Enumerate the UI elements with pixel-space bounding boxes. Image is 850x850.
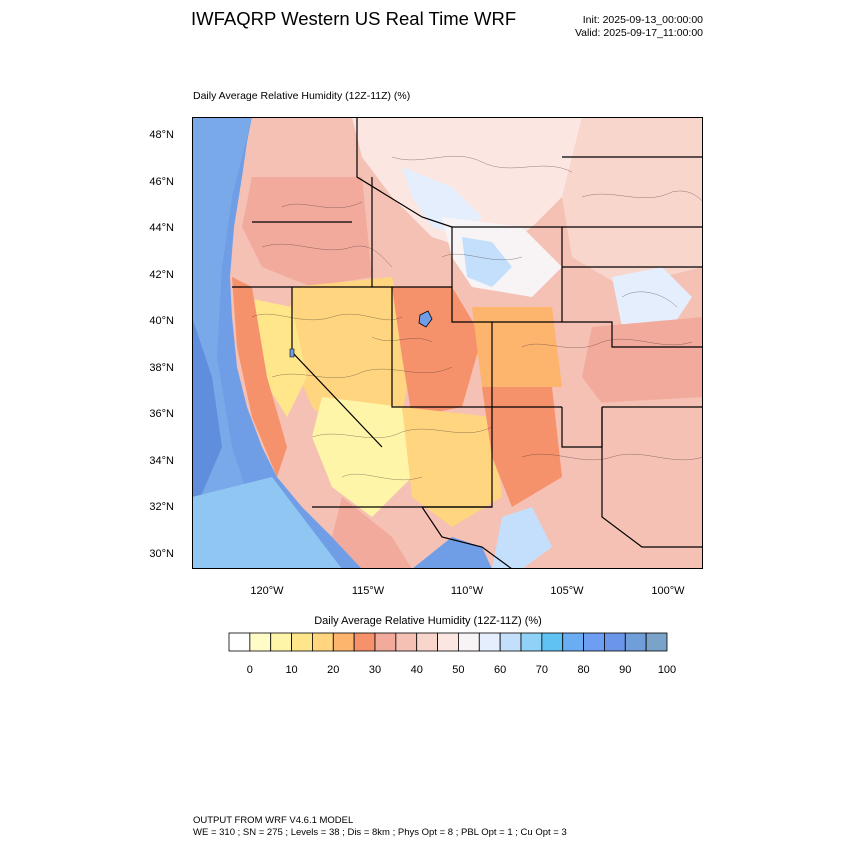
colorbar-tick-label: 30 xyxy=(368,664,382,676)
model-footer: OUTPUT FROM WRF V4.6.1 MODEL WE = 310 ; … xyxy=(193,815,567,839)
lat-label-30n: 30°N xyxy=(149,548,174,560)
lat-label-36n: 36°N xyxy=(149,408,174,420)
ocean-south xyxy=(192,477,342,569)
colorbar-tick-label: 60 xyxy=(494,664,507,676)
zone-sonora-blue xyxy=(492,507,552,569)
colorbar-swatch xyxy=(291,632,313,652)
humidity-map xyxy=(192,117,703,569)
colorbar-title: Daily Average Relative Humidity (12Z-11Z… xyxy=(314,615,542,627)
colorbar-tick-label: 90 xyxy=(619,664,632,676)
colorbar-swatch xyxy=(520,632,543,652)
colorbar-swatch xyxy=(228,632,251,652)
lat-label-48n: 48°N xyxy=(149,129,174,141)
colorbar-tick-label: 20 xyxy=(327,664,340,676)
colorbar-swatch xyxy=(562,632,584,652)
colorbar-swatch xyxy=(583,632,605,652)
colorbar-tick-label: 40 xyxy=(410,664,423,676)
zone-plains-north xyxy=(562,117,703,287)
colorbar-swatch xyxy=(395,632,418,652)
colorbar-swatch xyxy=(499,632,522,652)
colorbar-swatch xyxy=(645,632,668,652)
colorbar-swatch xyxy=(416,632,438,652)
great-salt-lake xyxy=(418,310,433,328)
lon-label-120w: 120°W xyxy=(250,585,284,597)
lat-label-42n: 42°N xyxy=(149,269,174,281)
lake-tahoe xyxy=(289,348,295,358)
colorbar-tick-label: 100 xyxy=(657,664,677,676)
colorbar-tick-label: 80 xyxy=(577,664,590,676)
lat-label-46n: 46°N xyxy=(149,176,174,188)
map-title: IWFAQRP Western US Real Time WRF xyxy=(191,8,517,29)
valid-time: Valid: 2025-09-17_11:00:00 xyxy=(574,27,703,39)
colorbar-tick-label: 10 xyxy=(285,664,298,676)
colorbar-tick-label: 50 xyxy=(452,664,465,676)
lat-label-44n: 44°N xyxy=(149,222,174,234)
colorbar-swatch xyxy=(458,632,480,652)
state-borders xyxy=(232,117,703,569)
colorbar-swatch xyxy=(624,632,647,652)
lat-label-40n: 40°N xyxy=(149,315,174,327)
zone-nm xyxy=(482,387,562,507)
colorbar-swatch xyxy=(437,632,459,652)
zone-oregon-warm xyxy=(242,177,372,287)
footer-model-line: OUTPUT FROM WRF V4.6.1 MODEL xyxy=(193,815,354,826)
colorbar-tick-label: 0 xyxy=(246,664,253,676)
lat-label-38n: 38°N xyxy=(149,362,174,374)
zone-north xyxy=(352,117,592,257)
colorbar-swatch xyxy=(353,632,376,652)
zone-wyoming-blue xyxy=(462,237,512,287)
run-time-info: Init: 2025-09-13_00:00:00 Valid: 2025-09… xyxy=(575,14,703,40)
zone-nebraska-blue xyxy=(612,267,692,327)
init-time: Init: 2025-09-13_00:00:00 xyxy=(582,14,703,26)
zone-arizona xyxy=(402,407,502,527)
zone-mojave xyxy=(312,397,412,517)
colorbar-swatch xyxy=(249,632,272,652)
zone-coast-warm xyxy=(232,277,287,477)
colorbar-swatch xyxy=(312,632,334,652)
humidity-contours xyxy=(251,155,703,481)
colorbar-swatch xyxy=(604,632,626,652)
colorbar-swatch xyxy=(270,632,292,652)
lat-label-32n: 32°N xyxy=(149,501,174,513)
ocean-deep xyxy=(192,317,222,517)
lon-label-100w: 100°W xyxy=(651,585,685,597)
colorbar-swatch xyxy=(332,632,355,652)
colorbar-swatch xyxy=(541,632,564,652)
lon-label-105w: 105°W xyxy=(550,585,584,597)
zone-utah xyxy=(392,287,482,417)
lon-label-115w: 115°W xyxy=(351,585,385,597)
colorbar-swatch xyxy=(374,632,397,652)
colorbar xyxy=(228,632,668,652)
colorbar-swatch xyxy=(478,632,501,652)
plot-title: Daily Average Relative Humidity (12Z-11Z… xyxy=(193,90,411,102)
colorbar-tick-label: 70 xyxy=(535,664,548,676)
lon-label-110w: 110°W xyxy=(450,585,484,597)
zone-colorado xyxy=(472,307,562,387)
lat-label-34n: 34°N xyxy=(149,455,174,467)
footer-config-line: WE = 310 ; SN = 275 ; Levels = 38 ; Dis … xyxy=(193,827,567,838)
zone-baja xyxy=(332,497,412,569)
